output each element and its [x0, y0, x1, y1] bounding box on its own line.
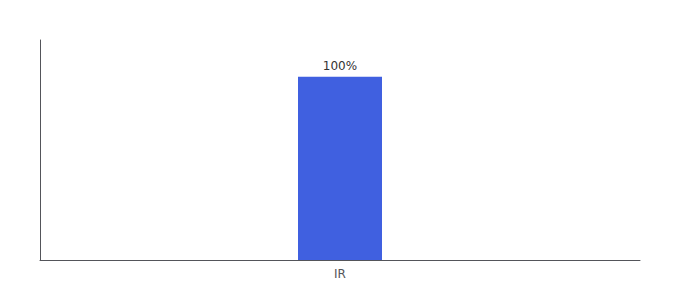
svg-text:IR: IR: [334, 267, 346, 281]
svg-text:100%: 100%: [323, 59, 357, 73]
